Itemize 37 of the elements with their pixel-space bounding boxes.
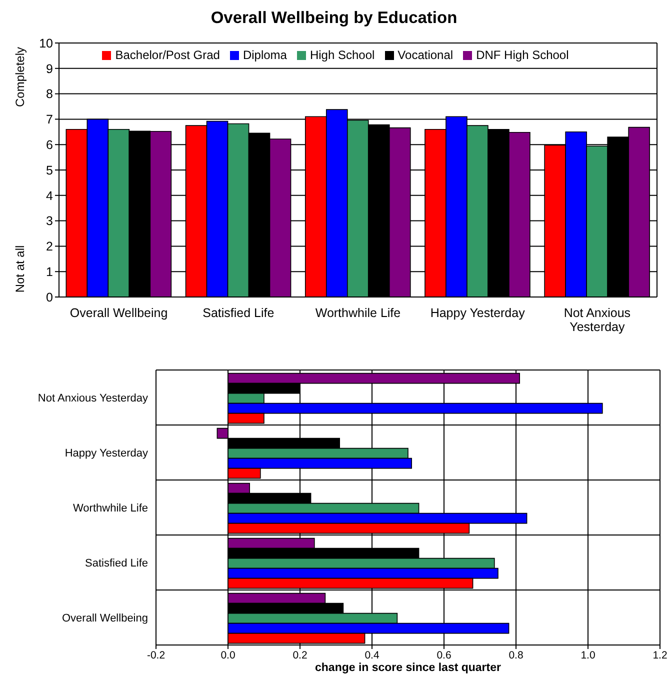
text: Completely (13, 46, 27, 108)
y-tick-label: 7 (46, 112, 54, 127)
x-tick-label: 0.6 (436, 649, 452, 662)
y-tick-label: 3 (46, 214, 54, 228)
legend-label: Diploma (242, 48, 287, 62)
x-tick-label: 0.2 (292, 649, 308, 662)
legend-label: DNF High School (476, 48, 569, 62)
x-tick-label: 0.4 (364, 649, 380, 662)
text: Not at all (13, 245, 27, 293)
y-tick-label: 2 (46, 240, 54, 254)
y-tick-label: Not Anxious Yesterday (38, 392, 148, 404)
x-tick-label: Worthwhile Life (315, 306, 401, 320)
x-tick-label: Satisfied Life (202, 306, 274, 320)
x-tick-label: Happy Yesterday (430, 306, 526, 320)
legend-label: Bachelor/Post Grad (115, 48, 220, 62)
x-tick-label: Not Anxious Yesterday (564, 306, 631, 334)
y-tick-label: Worthwhile Life (73, 502, 148, 514)
x-tick-label: -0.2 (146, 649, 166, 662)
y-tick-label: Happy Yesterday (64, 447, 148, 460)
legend-label: High School (310, 48, 375, 62)
y-tick-label: 1 (46, 265, 54, 280)
x-axis-title: change in score since last quarter (315, 662, 502, 674)
chart-title: Overall Wellbeing by Education (210, 9, 458, 28)
y-tick-label: 5 (46, 163, 54, 178)
y-tick-label: Overall Wellbeing (62, 612, 148, 624)
y-tick-label: 6 (46, 138, 54, 152)
x-tick-label: 0.0 (220, 649, 236, 662)
y-tick-label: 9 (46, 62, 54, 76)
legend-label: Vocational (398, 48, 454, 62)
y-tick-label: 10 (39, 36, 54, 50)
x-tick-label: 0.8 (508, 649, 524, 662)
x-tick-label: 1.0 (580, 649, 596, 662)
y-tick-label: 4 (46, 188, 54, 203)
y-tick-label: 0 (46, 290, 54, 304)
x-tick-label: 1.2 (652, 649, 668, 662)
y-tick-label: 8 (46, 87, 54, 102)
y-tick-label: Satisfied Life (85, 557, 148, 570)
